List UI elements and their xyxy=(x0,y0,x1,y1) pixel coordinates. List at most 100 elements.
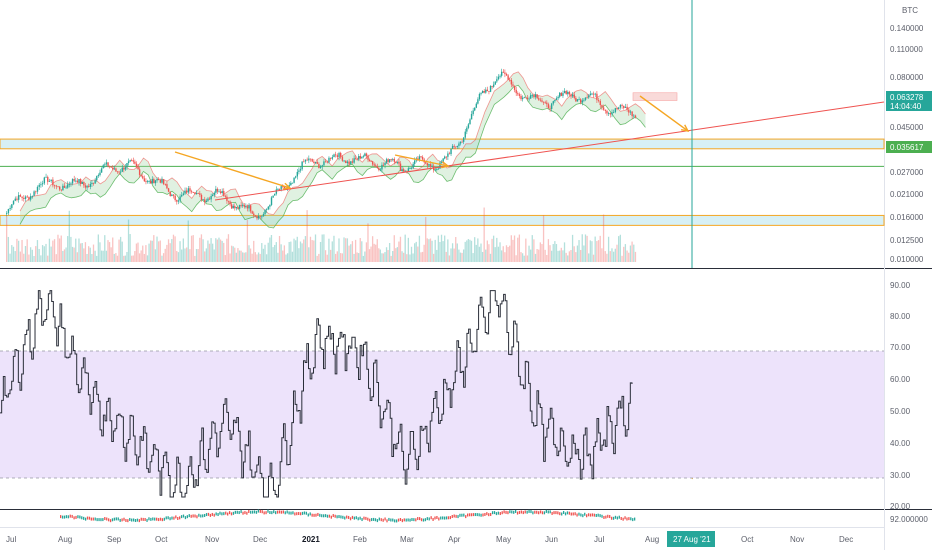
volume-bar xyxy=(270,235,273,262)
candle-body xyxy=(71,179,74,184)
volume-bar xyxy=(140,250,142,262)
candle-body xyxy=(167,188,170,192)
volume-bar xyxy=(431,240,433,262)
volume-bar xyxy=(187,220,189,262)
candle-body xyxy=(581,100,584,103)
candle-body xyxy=(464,131,466,138)
volume-bar xyxy=(204,251,206,262)
volume-bar xyxy=(345,238,347,262)
osc-bar xyxy=(372,517,375,521)
volume-bar xyxy=(223,242,225,262)
volume-bar xyxy=(505,245,508,262)
volume-bar xyxy=(557,250,559,262)
support-price-badge: 0.035617 xyxy=(886,141,932,153)
osc-bar xyxy=(140,517,142,521)
volume-bar xyxy=(100,250,103,262)
osc-bar xyxy=(405,518,407,522)
osc-bar xyxy=(334,514,336,518)
candle-body xyxy=(119,171,122,173)
volume-bar xyxy=(496,237,498,262)
osc-bar xyxy=(194,514,196,518)
volume-bar xyxy=(464,241,466,262)
osc-bar xyxy=(562,510,565,514)
osc-bar xyxy=(198,513,200,517)
volume-bar xyxy=(41,245,44,262)
volume-bar xyxy=(149,240,152,262)
candle-body xyxy=(552,101,554,104)
volume-bar xyxy=(358,253,360,262)
osc-bar xyxy=(395,519,398,523)
candle-body xyxy=(102,165,104,169)
x-tick: Dec xyxy=(839,535,853,544)
volume-bar xyxy=(172,234,175,262)
candle-body xyxy=(207,198,209,201)
osc-bar xyxy=(397,518,400,522)
candle-body xyxy=(299,169,302,171)
candle-body xyxy=(261,216,263,218)
candle-body xyxy=(376,166,379,169)
candle-body xyxy=(262,214,265,217)
volume-bar xyxy=(412,253,414,262)
last-price-badge: 0.063278 14:04:40 xyxy=(886,91,932,111)
volume-bar xyxy=(221,240,223,262)
osc-bar xyxy=(179,516,181,520)
time-scale[interactable]: Jul Aug Sep Oct Nov Dec 2021 Feb Mar Apr… xyxy=(6,531,853,547)
candle-body xyxy=(575,97,577,102)
candle-body xyxy=(205,200,208,203)
volume-bar xyxy=(343,237,345,262)
candle-body xyxy=(509,79,511,81)
volume-bar xyxy=(242,252,244,262)
candle-body xyxy=(334,154,337,156)
candle-body xyxy=(606,110,608,114)
osc-bar xyxy=(127,519,129,523)
candle-body xyxy=(345,160,347,164)
volume-bar xyxy=(321,234,323,262)
volume-bar xyxy=(104,235,106,262)
volume-bar xyxy=(341,253,343,262)
osc-bar xyxy=(215,512,217,516)
osc-bar xyxy=(161,518,164,522)
candle-body xyxy=(88,185,90,187)
candle-body xyxy=(359,156,361,159)
candle-body xyxy=(450,148,452,155)
osc-bar xyxy=(438,517,440,521)
candle-body xyxy=(96,176,98,181)
candle-body xyxy=(177,200,180,202)
volume-bar xyxy=(137,242,139,262)
osc-bar xyxy=(568,511,571,515)
volume-bar xyxy=(362,255,364,262)
candle-body xyxy=(445,156,448,158)
osc-bar xyxy=(319,513,321,517)
osc-bar xyxy=(286,510,288,514)
candle-body xyxy=(418,156,421,161)
volume-bar xyxy=(311,240,313,262)
rsi-scale[interactable]: 90.00 80.00 70.00 60.00 50.00 40.00 30.0… xyxy=(890,281,911,511)
osc-bar xyxy=(534,510,536,514)
candle-body xyxy=(488,91,490,92)
volume-bar xyxy=(12,246,15,262)
candle-body xyxy=(151,178,153,184)
volume-bar xyxy=(313,240,315,262)
candle-body xyxy=(623,105,625,108)
candle-body xyxy=(319,166,322,169)
x-tick: Sep xyxy=(107,535,122,544)
candle-body xyxy=(107,162,109,167)
osc-bar xyxy=(474,513,476,517)
candle-body xyxy=(91,182,93,184)
volume-bar xyxy=(316,255,318,262)
osc-bar xyxy=(399,517,402,521)
volume-bar xyxy=(62,250,64,262)
volume-bar xyxy=(84,242,87,262)
candle-body xyxy=(210,196,212,200)
volume-bar xyxy=(143,253,145,262)
volume-bar xyxy=(562,250,564,262)
price-scale[interactable]: 0.140000 0.110000 0.080000 0.045000 0.02… xyxy=(890,24,924,264)
candle-body xyxy=(288,185,290,187)
volume-bar xyxy=(308,247,310,262)
volume-bar xyxy=(267,242,269,262)
volume-bar xyxy=(494,247,496,262)
osc-bar xyxy=(225,511,227,515)
osc-bar xyxy=(271,511,273,515)
candle-body xyxy=(361,156,363,159)
